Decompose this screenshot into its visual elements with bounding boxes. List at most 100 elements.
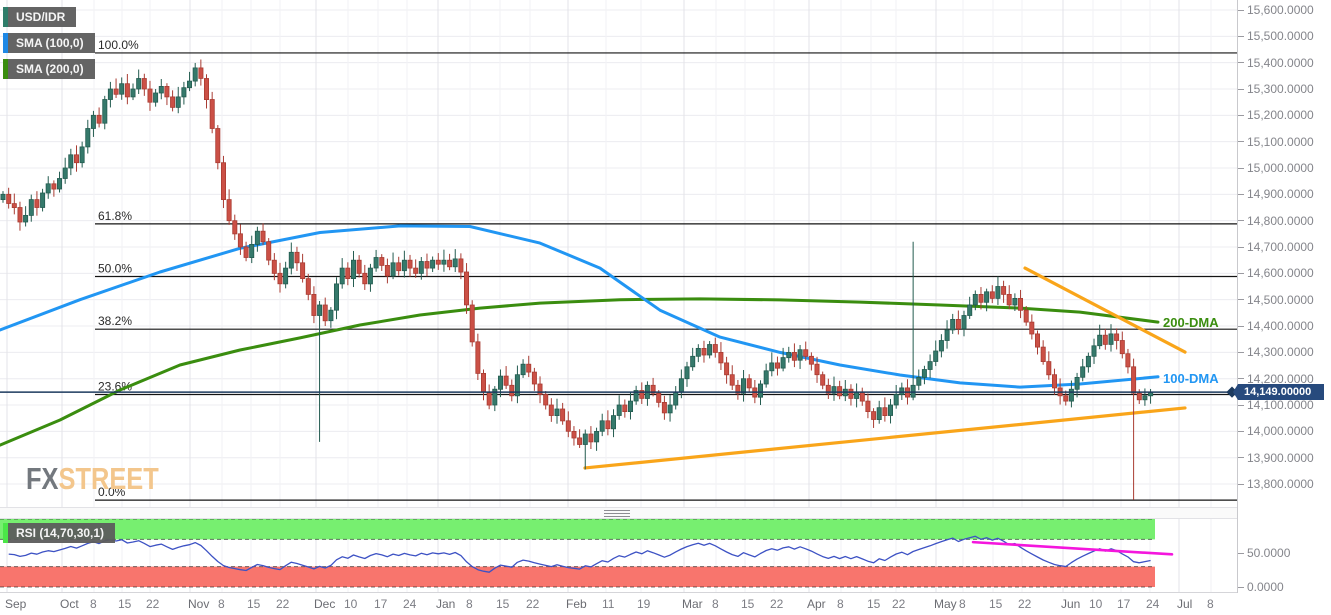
price-axis-tick [1238,431,1244,432]
price-axis-tick [1238,62,1244,63]
dma200-annotation[interactable]: 200-DMA [1163,315,1219,330]
candle-body [102,99,108,124]
time-axis-label: Oct [60,597,79,611]
candle-body [130,88,136,98]
price-axis-label: 15,200.0000 [1247,108,1314,123]
candle-body [854,391,860,399]
main-price-chart[interactable]: 100.0%61.8%50.0%38.2%23.6%0.0%200-DMA100… [0,0,1237,507]
candle-body [79,146,85,164]
sma100-badge[interactable]: SMA (100,0) [3,33,95,53]
candle-body [639,390,645,399]
candle-body [492,388,498,406]
candle-body [215,128,221,164]
trendline-ascending-support[interactable] [583,406,1187,470]
time-axis-label: 11 [602,597,615,611]
sma200-line[interactable] [0,297,1160,447]
candle-body [724,362,730,376]
candle-body [254,230,260,245]
price-axis-tick [1238,220,1244,221]
candle-body [277,272,283,285]
candle-body [577,437,583,445]
price-axis-tick [1238,457,1244,458]
candle-body [865,400,871,413]
candle-body [1142,395,1148,401]
watermark-fx: FX [26,461,59,496]
sma200-badge[interactable]: SMA (200,0) [3,59,95,79]
rsi-oversold-band [0,566,1155,587]
price-axis-tick [1238,247,1244,248]
candle-body [119,83,125,95]
candle-body [1001,286,1007,295]
candle-body [899,387,905,395]
rsi-panel[interactable] [0,519,1237,593]
watermark-street: STREET [58,461,159,496]
symbol-badge[interactable]: USD/IDR [3,7,77,27]
rsi-label: RSI (14,70,30,1) [16,526,105,540]
time-axis-label: 15 [247,597,261,611]
candle-body [158,86,164,94]
candle-body [384,264,390,277]
sma100-label: SMA (100,0) [16,36,84,50]
candle-body [198,67,204,79]
candle-body [548,404,554,416]
candle-body [469,304,475,343]
candle-body [141,78,147,90]
candle-body [678,378,684,393]
rsi-axis-tick [1238,553,1244,554]
candle-body [950,318,956,331]
time-axis-label: 8 [712,597,719,611]
time-axis-label: 24 [1146,597,1160,611]
candle-body [1080,366,1086,378]
candle-body [232,220,238,235]
candle-body [447,259,453,268]
candle-body [859,391,865,402]
candle-body [933,350,939,362]
rsi-trendline[interactable] [971,540,1174,556]
time-axis-label: Apr [807,597,826,611]
time-axis-label: 15 [989,597,1003,611]
candle-body [995,286,1001,299]
candle-body [769,362,775,372]
candle-body [543,394,549,406]
candle-body [684,366,690,380]
candle-body [40,192,46,208]
candle-body [57,178,63,190]
time-axis-label: Jul [1177,597,1193,611]
time-axis-label: 22 [1018,597,1032,611]
candle-body [480,372,486,393]
candle-body [616,404,622,416]
time-axis-label: 10 [1089,597,1103,611]
candle-body [390,262,396,277]
time-axis-label: 17 [374,597,388,611]
candle-body [136,78,142,90]
trendline-descending-resistance[interactable] [1023,266,1187,354]
candle-body [418,261,424,274]
rsi-badge[interactable]: RSI (14,70,30,1) [3,523,116,543]
sma100-line[interactable] [0,224,1160,389]
candle-body [1018,297,1024,311]
dma100-annotation[interactable]: 100-DMA [1163,371,1219,386]
time-axis-label: 15 [741,597,755,611]
price-axis-label: 14,500.0000 [1247,292,1314,307]
candle-body [927,361,933,370]
candle-body [407,259,413,269]
candle-body [605,420,611,430]
candle-body [463,271,469,306]
candle-body [153,92,159,103]
fib-label: 100.0% [98,38,139,52]
candle-body [967,304,973,316]
candle-body [356,259,362,274]
sma200-color-bar [3,59,8,79]
candle-body [910,384,916,398]
time-axis[interactable]: Sep Oct 8 15 22 Nov 8 15 22 Dec 10 17 24 Jan 8 15 22 Feb 1… [0,593,1331,615]
divider-grip-icon[interactable] [604,510,630,517]
candle-body [594,430,600,443]
candle-body [458,258,464,273]
price-axis-label: 15,500.0000 [1247,29,1314,44]
candle-body [294,251,300,264]
price-axis-tick [1238,405,1244,406]
rsi-line [8,535,1151,573]
price-axis-tick [1238,352,1244,353]
price-axis[interactable]: 15,600.0000 15,500.0000 15,400.0000 15,300.… [1237,0,1331,594]
candle-body [893,394,899,406]
